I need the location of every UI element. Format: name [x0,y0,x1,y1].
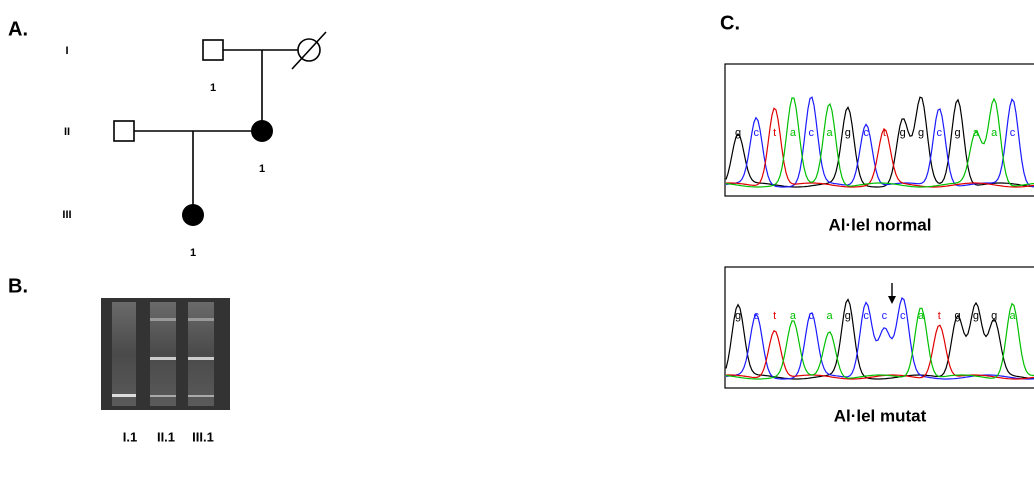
gel-band [188,318,214,321]
base-call: a [790,127,797,139]
generation-label: III [62,209,71,221]
base-call: g [735,127,741,139]
gel-band [150,395,176,397]
base-call: g [955,310,961,322]
base-call: a [826,310,833,322]
chromatogram-frame [725,267,1034,388]
base-call: c [863,310,869,322]
base-call: g [973,310,979,322]
male-symbol [203,40,223,60]
base-call: g [845,127,851,139]
affected-female [182,204,204,226]
panel-label: C. [720,12,740,34]
base-call: a [826,127,833,139]
gel-lane [150,302,176,406]
base-call: c [937,127,943,139]
lane-label: III.1 [192,429,214,444]
base-call: a [973,127,980,139]
base-call: c [882,310,888,322]
individual-number: 1 [259,163,265,175]
gel-band [112,394,136,397]
panel-label: A. [8,18,28,40]
individual-number: 1 [190,247,196,259]
panel-label: B. [8,275,28,297]
caption: Al·lel normal [829,215,932,234]
figure: A. I II III 1 1 1 B. I.1 II.1 III.1 [0,0,1034,477]
individual-number: 1 [210,82,216,94]
generation-label: I [65,45,68,57]
base-call: c [900,310,906,322]
mutation-arrow [888,283,896,304]
base-call: g [955,127,961,139]
base-call: a [918,310,925,322]
base-call: c [808,127,814,139]
base-call: c [863,127,869,139]
gel [101,298,230,410]
base-call: c [754,310,760,322]
base-call: t [938,310,941,322]
lane-label: II.1 [157,429,175,444]
caption: Al·lel mutat [834,406,927,425]
base-call: c [754,127,760,139]
base-call: t [773,127,776,139]
base-call: a [991,127,998,139]
affected-female [251,120,273,142]
gel-lane [112,302,136,406]
gel-band [188,357,214,360]
trace-group [726,97,1034,187]
gel-band [188,395,214,397]
generation-label: II [64,126,70,138]
male-symbol [114,121,134,141]
gel-lane [188,302,214,406]
trace [726,108,1034,187]
base-call: t [883,127,886,139]
base-call: g [845,310,851,322]
base-call: a [1009,310,1016,322]
gel-band [150,318,176,321]
base-call: t [773,310,776,322]
base-call: a [790,310,797,322]
gel-band [150,357,176,360]
base-call: c [1010,127,1016,139]
lane-label: I.1 [123,429,137,444]
base-call: g [918,127,924,139]
base-call: g [991,310,997,322]
base-call: g [735,310,741,322]
base-call: g [900,127,906,139]
base-call: c [808,310,814,322]
pedigree [114,32,326,226]
